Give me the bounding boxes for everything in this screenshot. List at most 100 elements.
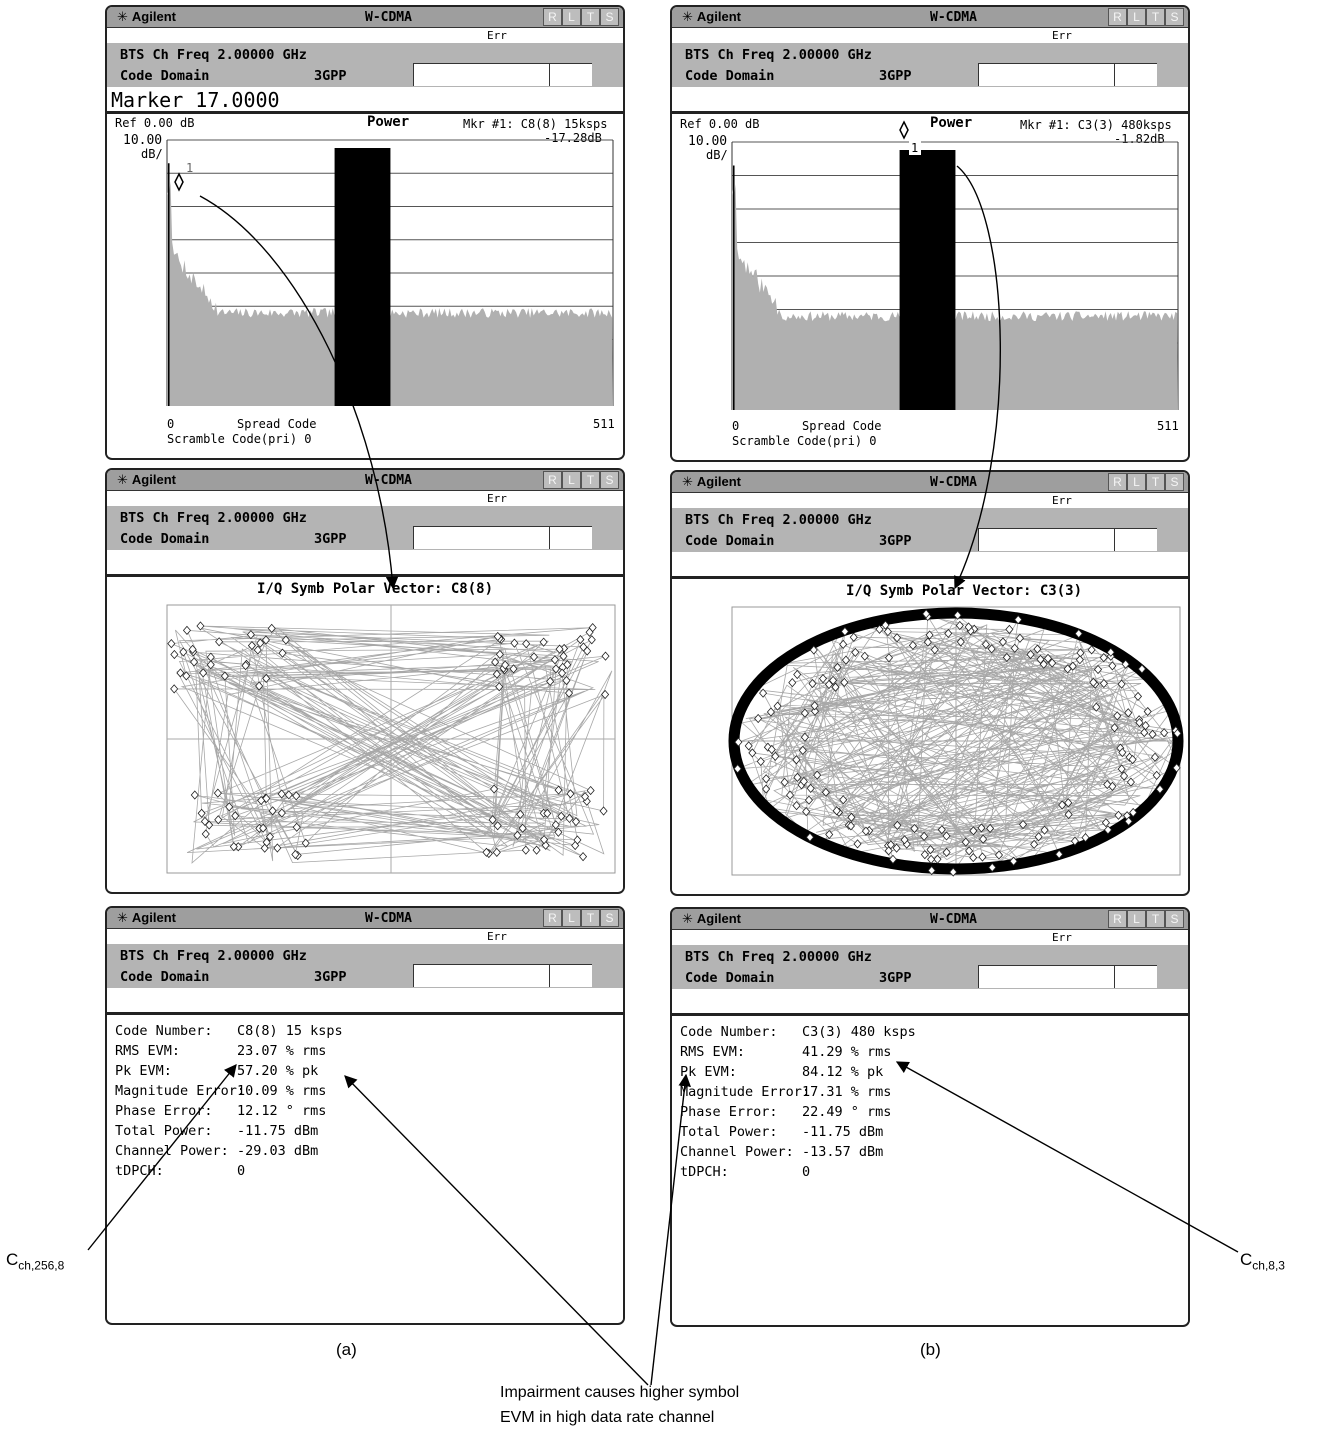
measurement-header: BTS Ch Freq 2.00000 GHz Code Domain 3GPP <box>672 945 1188 989</box>
metric-label: Channel Power: <box>115 1143 229 1159</box>
symbol-point <box>229 842 238 852</box>
r-indicator: R <box>543 471 562 489</box>
symbol-point <box>199 668 208 678</box>
header-field-2[interactable] <box>1114 63 1157 86</box>
symbol-point <box>998 637 1007 647</box>
err-label: Err <box>487 930 507 943</box>
symbol-point <box>1036 654 1045 665</box>
arrow-right-code-label <box>895 1061 1239 1253</box>
symbol-point <box>888 854 897 864</box>
header-field-2[interactable] <box>1114 965 1157 988</box>
symbol-point <box>550 655 559 665</box>
symbol-point <box>256 638 265 648</box>
marker-diamond <box>174 172 184 192</box>
symbol-point <box>1133 691 1143 702</box>
marker-readout-2: -17.28dB <box>544 131 602 145</box>
metric-row: Channel Power: -29.03 dBm <box>115 1141 343 1161</box>
symbol-point <box>994 850 1004 860</box>
header-field-1[interactable] <box>978 63 1115 86</box>
t-indicator: T <box>1146 8 1165 26</box>
symbol-point <box>1033 644 1042 654</box>
impairment-note-line2: EVM in high data rate channel <box>500 1409 715 1426</box>
symbol-point <box>490 784 499 794</box>
header-field-1[interactable] <box>978 965 1115 988</box>
symbol-point <box>1010 643 1019 653</box>
err-label: Err <box>1052 931 1072 944</box>
header-field-2[interactable] <box>549 964 592 987</box>
symbol-point <box>277 808 286 818</box>
symbol-point <box>920 831 929 841</box>
marker-value-row[interactable] <box>672 552 1188 579</box>
symbol-point <box>1005 624 1014 634</box>
iq-plot-title: I/Q Symb Polar Vector: C8(8) <box>257 581 494 597</box>
symbol-point <box>810 706 820 716</box>
symbol-point <box>277 789 286 799</box>
symbol-point <box>1173 728 1182 738</box>
symbol-point <box>585 627 594 637</box>
s-indicator: S <box>1165 473 1184 491</box>
header-field-2[interactable] <box>549 526 592 549</box>
marker-value-row[interactable] <box>107 988 623 1015</box>
measurement-header: BTS Ch Freq 2.00000 GHz Code Domain 3GPP <box>107 944 623 988</box>
header-field-1[interactable] <box>413 526 550 549</box>
iq-plot-title: I/Q Symb Polar Vector: C3(3) <box>846 583 1083 599</box>
metrics-area: Code Number: C8(8) 15 ksps RMS EVM: 23.07 … <box>107 1015 623 1320</box>
metric-row: Code Number: C8(8) 15 ksps <box>115 1021 343 1041</box>
symbol-point <box>825 829 834 840</box>
symbol-point <box>923 637 932 647</box>
header-field-1[interactable] <box>413 63 550 86</box>
symbol-point <box>793 772 802 782</box>
marker-value-row[interactable] <box>107 550 623 577</box>
symbol-point <box>759 688 768 698</box>
symbol-point <box>756 756 765 767</box>
symbol-point <box>841 655 850 665</box>
symbol-point <box>969 852 978 863</box>
header-field-2[interactable] <box>1114 528 1157 551</box>
metric-label: RMS EVM: <box>680 1044 746 1060</box>
symbol-point <box>964 622 973 632</box>
x-min-label: 0 <box>167 417 175 431</box>
symbol-point <box>829 675 838 685</box>
symbol-point <box>788 678 797 688</box>
marker-value-row[interactable] <box>672 989 1188 1016</box>
symbol-point <box>744 741 753 751</box>
symbol-point <box>167 638 176 649</box>
metric-label: Code Number: <box>680 1024 778 1040</box>
symbol-point <box>214 815 223 825</box>
r-indicator: R <box>1108 473 1127 491</box>
symbol-point <box>273 843 282 853</box>
marker-value-row[interactable]: Marker 17.0000 <box>107 87 623 114</box>
measurement-header: BTS Ch Freq 2.00000 GHz Code Domain 3GPP <box>107 506 623 550</box>
header-field-1[interactable] <box>413 964 550 987</box>
symbol-point <box>1150 752 1160 762</box>
header-field-1[interactable] <box>978 528 1115 551</box>
symbol-point <box>955 620 964 631</box>
t-indicator: T <box>581 909 600 927</box>
metric-label: Code Number: <box>115 1023 213 1039</box>
title-bar: ✳ Agilent W-CDMA R L T S <box>107 908 623 929</box>
symbol-point <box>1172 763 1181 773</box>
symbol-point <box>937 825 946 835</box>
iq-polar-vector-plot <box>728 606 1184 877</box>
metrics-table: Code Number: C8(8) 15 ksps RMS EVM: 23.07 … <box>115 1021 343 1181</box>
r-indicator: R <box>543 8 562 26</box>
agilent-spark-icon: ✳ <box>117 472 128 487</box>
symbol-point <box>1064 809 1073 820</box>
symbol-point <box>1103 779 1112 790</box>
title-bar: ✳ Agilent W-CDMA R L T S <box>672 909 1188 930</box>
metric-value: 10.09 % rms <box>237 1083 327 1099</box>
marker-value-row[interactable] <box>672 87 1188 114</box>
symbol-point <box>220 671 229 681</box>
x-axis-label: Spread Code <box>802 419 882 433</box>
metric-row: tDPCH: 0 <box>680 1162 916 1182</box>
header-field-2[interactable] <box>549 63 592 86</box>
marker-readout-1: Mkr #1: C3(3) 480ksps <box>1020 118 1172 132</box>
rlts-indicators: R L T S <box>1108 473 1184 491</box>
symbol-point <box>1110 723 1119 733</box>
metric-row: RMS EVM: 23.07 % rms <box>115 1041 343 1061</box>
symbol-point <box>908 640 917 650</box>
symbol-point <box>190 790 199 800</box>
symbol-point <box>532 845 541 855</box>
agilent-logo: ✳ Agilent <box>117 472 176 487</box>
header-freq: BTS Ch Freq 2.00000 GHz <box>120 47 307 63</box>
